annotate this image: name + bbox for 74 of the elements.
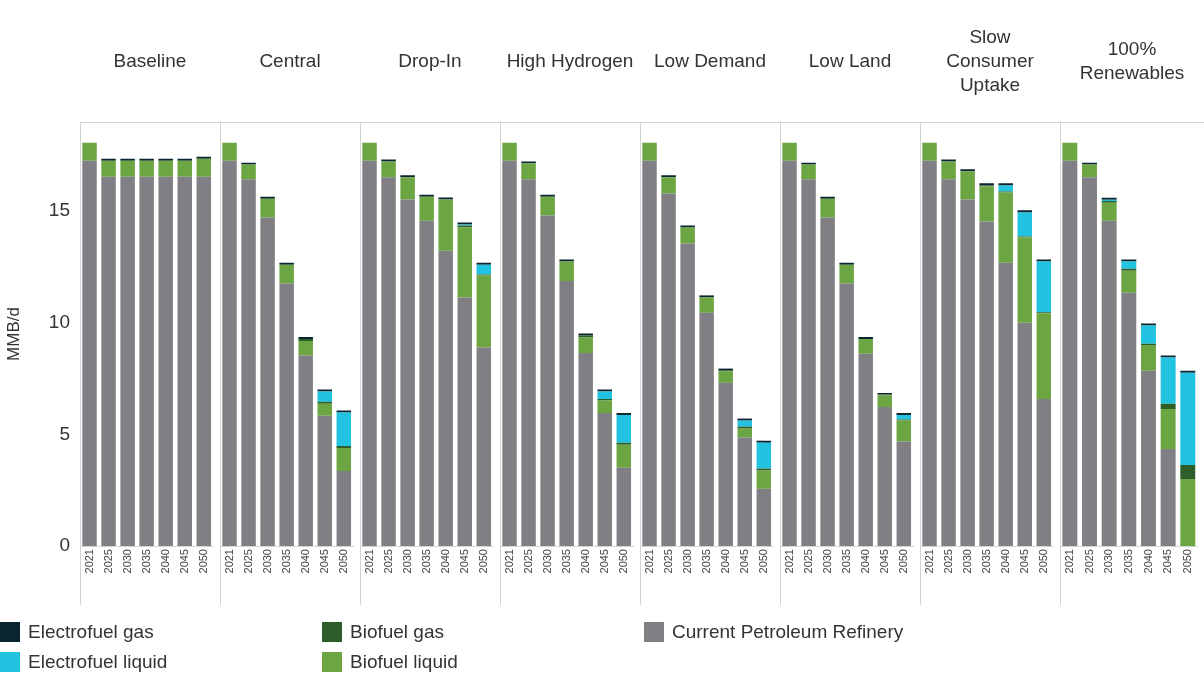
x-tick-label: 2021 xyxy=(642,549,655,574)
x-tick-label: 2025 xyxy=(521,549,534,574)
x-tick-label: 2045 xyxy=(177,549,190,574)
x-tick-label: 2040 xyxy=(438,549,451,574)
chart-title: Low Land xyxy=(807,49,893,73)
x-tick-label: 2050 xyxy=(1036,549,1049,574)
legend-label: Biofuel gas xyxy=(350,621,445,643)
x-tick-label: 2035 xyxy=(1121,549,1134,574)
y-axis-title: MMB/d xyxy=(3,307,23,361)
chart-title: Low Demand xyxy=(653,49,767,73)
x-tick-label: 2045 xyxy=(737,549,750,574)
x-tick-label: 2030 xyxy=(960,549,973,574)
x-tick-label: 2040 xyxy=(998,549,1011,574)
x-tick-label: 2021 xyxy=(1062,549,1075,574)
x-tick-label: 2040 xyxy=(158,549,171,574)
x-tick-label: 2025 xyxy=(1082,549,1095,574)
x-tick-label: 2030 xyxy=(400,549,413,574)
legend-label: Electrofuel liquid xyxy=(28,651,168,673)
legend-label: Biofuel liquid xyxy=(350,651,458,673)
x-tick-label: 2040 xyxy=(298,549,311,574)
x-tick-label: 2050 xyxy=(1180,549,1193,574)
x-tick-label: 2045 xyxy=(877,549,890,574)
x-tick-label: 2030 xyxy=(120,549,133,574)
x-tick-label: 2021 xyxy=(222,549,235,574)
x-tick-label: 2030 xyxy=(540,549,553,574)
x-tick-label: 2035 xyxy=(559,549,572,574)
x-tick-label: 2050 xyxy=(196,549,209,574)
x-tick-label: 2035 xyxy=(979,549,992,574)
x-tick-label: 2025 xyxy=(661,549,674,574)
x-tick-label: 2040 xyxy=(578,549,591,574)
x-tick-label: 2050 xyxy=(756,549,769,574)
chart-title: High Hydrogen xyxy=(505,49,635,73)
y-tick-label: 0 xyxy=(59,534,70,556)
x-tick-label: 2050 xyxy=(616,549,629,574)
chart-title: 100% Renewables xyxy=(1078,37,1186,85)
x-tick-label: 2050 xyxy=(896,549,909,574)
x-tick-label: 2035 xyxy=(699,549,712,574)
x-tick-label: 2021 xyxy=(782,549,795,574)
x-tick-label: 2021 xyxy=(362,549,375,574)
chart-title: Slow Consumer Uptake xyxy=(945,25,1035,97)
x-tick-label: 2030 xyxy=(820,549,833,574)
x-tick-label: 2025 xyxy=(241,549,254,574)
x-tick-label: 2045 xyxy=(317,549,330,574)
x-tick-label: 2045 xyxy=(457,549,470,574)
x-tick-label: 2035 xyxy=(139,549,152,574)
chart-title: Drop-In xyxy=(397,49,463,73)
chart-title: Baseline xyxy=(112,49,188,73)
x-tick-label: 2040 xyxy=(1141,549,1154,574)
legend-label: Current Petroleum Refinery xyxy=(672,621,904,643)
x-tick-label: 2050 xyxy=(476,549,489,574)
x-tick-label: 2021 xyxy=(502,549,515,574)
x-tick-label: 2025 xyxy=(101,549,114,574)
x-tick-label: 2040 xyxy=(718,549,731,574)
y-tick-label: 10 xyxy=(48,311,70,333)
x-tick-label: 2025 xyxy=(941,549,954,574)
x-tick-label: 2025 xyxy=(801,549,814,574)
x-tick-label: 2035 xyxy=(839,549,852,574)
x-tick-label: 2050 xyxy=(336,549,349,574)
x-tick-label: 2045 xyxy=(597,549,610,574)
y-tick-label: 15 xyxy=(48,199,70,221)
chart-title: Central xyxy=(258,49,322,73)
x-tick-label: 2035 xyxy=(279,549,292,574)
x-tick-label: 2045 xyxy=(1017,549,1030,574)
x-tick-label: 2040 xyxy=(858,549,871,574)
x-tick-label: 2030 xyxy=(260,549,273,574)
x-tick-label: 2045 xyxy=(1161,549,1174,574)
x-tick-label: 2021 xyxy=(922,549,935,574)
x-tick-label: 2021 xyxy=(82,549,95,574)
y-tick-label: 5 xyxy=(59,422,70,444)
x-tick-label: 2030 xyxy=(680,549,693,574)
x-tick-label: 2030 xyxy=(1102,549,1115,574)
legend-label: Electrofuel gas xyxy=(28,621,154,643)
x-tick-label: 2025 xyxy=(381,549,394,574)
x-tick-label: 2035 xyxy=(419,549,432,574)
